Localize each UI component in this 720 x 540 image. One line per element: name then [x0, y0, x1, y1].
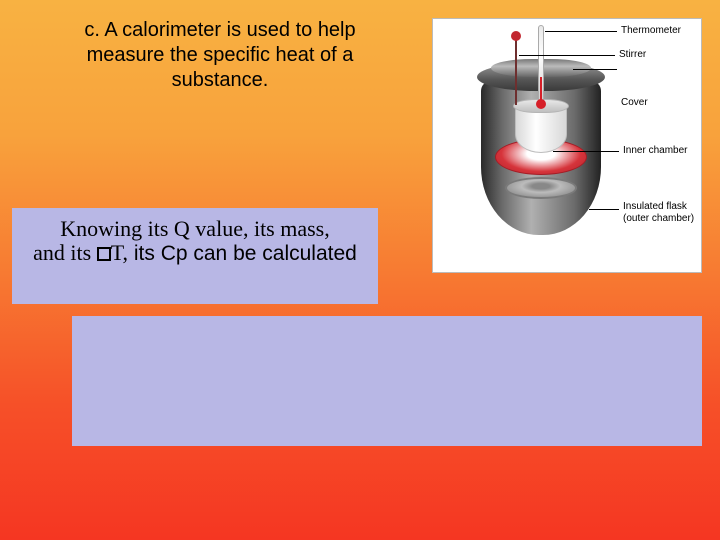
stirrer-rod [515, 33, 517, 105]
square-glyph-icon [97, 247, 111, 261]
text-line-1: Knowing its Q value, its mass, [22, 216, 368, 242]
leader-line [573, 69, 617, 70]
thermometer-fluid [540, 77, 542, 101]
text-line-2a: and its [33, 240, 97, 265]
text-line-2: and its T, its Cp can be calculated [22, 240, 368, 266]
label-flask-1: Insulated flask [623, 201, 687, 212]
thermometer-bulb [536, 99, 546, 109]
leader-line [519, 55, 615, 56]
calorimeter-diagram: Thermometer Stirrer Cover Inner chamber … [432, 18, 702, 273]
label-flask-2: (outer chamber) [623, 213, 694, 224]
text-line-2c: its Cp can be calculated [128, 242, 357, 265]
text-line-2b: T, [111, 240, 128, 265]
lower-ring-shape [505, 177, 577, 199]
leader-line [589, 209, 619, 210]
label-stirrer: Stirrer [619, 49, 646, 60]
label-cover: Cover [621, 97, 648, 108]
text-box-bottom [72, 316, 702, 446]
text-box-left: Knowing its Q value, its mass, and its T… [12, 208, 378, 304]
leader-line [545, 31, 617, 32]
label-thermometer: Thermometer [621, 25, 681, 36]
label-inner-chamber: Inner chamber [623, 145, 687, 156]
stirrer-knob [511, 31, 521, 41]
leader-line [553, 151, 619, 152]
slide-title: c. A calorimeter is used to help measure… [60, 18, 380, 93]
